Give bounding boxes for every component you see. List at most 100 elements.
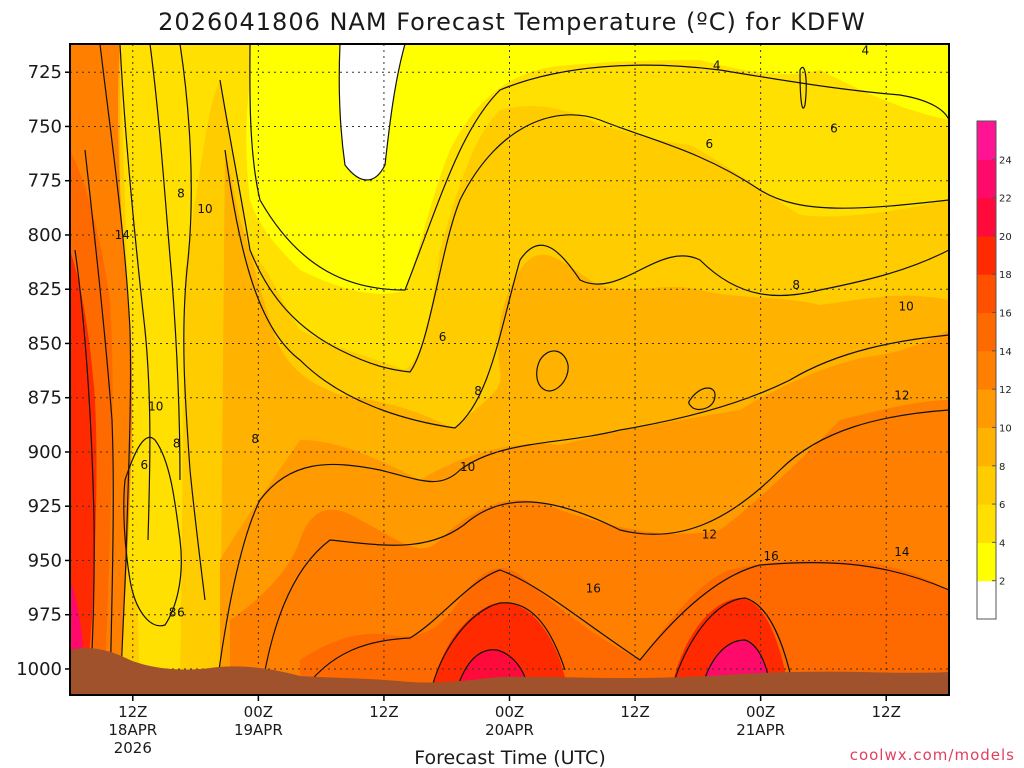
cold-tongue-6: [123, 437, 182, 626]
contour-label: 8: [177, 187, 185, 201]
x-tick-label: 12Z: [118, 703, 147, 721]
cold-pocket-below-2: [339, 44, 405, 180]
colorbar-label: 20: [999, 232, 1012, 243]
y-tick-label: 725: [28, 62, 62, 83]
y-tick-label: 975: [28, 605, 62, 626]
y-tick-label: 775: [28, 171, 62, 192]
contour-label: 6: [140, 458, 148, 472]
colorbar-label: 24: [999, 155, 1012, 166]
colorbar-label: 8: [999, 462, 1005, 473]
x-tick-label: 12Z: [620, 703, 649, 721]
contour-18: [74, 249, 773, 695]
contour-cold-2: [338, 44, 406, 181]
contour-label: 12: [702, 527, 717, 541]
chart-title: 2026041806 NAM Forecast Temperature (ºC)…: [158, 8, 866, 36]
colorbar-label: 16: [999, 309, 1012, 320]
x-tick-label: 12Z: [872, 703, 901, 721]
x-tick-label: 20APR: [485, 721, 534, 739]
colorbar-segment: [977, 427, 996, 467]
colorbar-label: 6: [999, 500, 1005, 511]
contour-6: [219, 79, 949, 373]
contour-label: 8: [792, 278, 800, 292]
contour-label: 8: [173, 436, 181, 450]
temp-band-4-6: [246, 44, 949, 294]
contour-label: 16: [763, 549, 778, 563]
contour-label: 12: [894, 389, 909, 403]
colorbar-label: 22: [999, 194, 1012, 205]
x-tick-label: 12Z: [369, 703, 398, 721]
x-tick-label: 2026: [114, 739, 152, 757]
colorbar-segment: [977, 465, 996, 505]
y-tick-label: 950: [28, 550, 62, 571]
contour-8: [179, 44, 949, 601]
colorbar-segment: [977, 504, 996, 543]
contour-label: 8: [251, 432, 259, 446]
y-tick-label: 1000: [16, 659, 62, 680]
contour-label: 4: [861, 44, 869, 58]
y-tick-label: 825: [28, 279, 62, 300]
colorbar-segment: [977, 197, 996, 237]
contour-12: [119, 44, 949, 695]
y-tick-label: 875: [28, 388, 62, 409]
warm-low-level-day1-16: [70, 250, 97, 695]
contour-label: 16: [586, 582, 601, 596]
x-tick-label: 00Z: [244, 703, 273, 721]
colorbar-label: 10: [999, 423, 1012, 434]
colorbar-label: 14: [999, 347, 1012, 358]
grid-lines: [70, 44, 949, 695]
contour-isolated-3: [799, 67, 807, 109]
contour-isolated-2: [688, 387, 716, 411]
y-tick-label: 750: [28, 116, 62, 137]
contour-cold-6: [123, 436, 182, 627]
contour-label: 8: [169, 606, 177, 620]
x-axis-label: Forecast Time (UTC): [414, 747, 605, 768]
contour-label: 6: [177, 606, 185, 620]
contour-4: [249, 44, 949, 291]
contour-label: 8: [474, 384, 482, 398]
contour-label: 6: [706, 137, 714, 151]
contour-10: [149, 44, 949, 695]
colorbar-segment: [977, 159, 996, 199]
colorbar-segment: [977, 580, 996, 620]
colorbar-segment: [977, 542, 996, 582]
x-tick-label: 00Z: [495, 703, 524, 721]
y-tick-label: 900: [28, 442, 62, 463]
y-axis: 725 750 775 800 825 850 875 900 925 950 975 1000: [16, 62, 70, 680]
colorbar-segment: [977, 312, 996, 352]
colorbar-segment: [977, 121, 996, 160]
colorbar-label: 4: [999, 538, 1005, 549]
colorbar-segment: [977, 350, 996, 390]
contour-isolated-1: [536, 350, 569, 392]
contour-label: 6: [439, 330, 447, 344]
contour-label: 4: [713, 59, 721, 73]
contour-label: 10: [898, 300, 913, 314]
colorbar-segment: [977, 389, 996, 428]
y-tick-label: 800: [28, 225, 62, 246]
colorbar-label: 2: [999, 577, 1005, 588]
credit-text: coolwx.com/models: [850, 746, 1015, 764]
contour-label: 14: [115, 228, 130, 242]
terrain: [70, 648, 949, 695]
x-tick-label: 00Z: [746, 703, 775, 721]
y-tick-label: 850: [28, 333, 62, 354]
terrain-fill: [70, 648, 949, 695]
contour-lines: [74, 44, 949, 695]
contour-label: 6: [830, 122, 838, 136]
x-tick-label: 21APR: [736, 721, 785, 739]
contour-14: [99, 44, 949, 695]
colorbar-segment: [977, 274, 996, 314]
y-tick-label: 925: [28, 496, 62, 517]
contour-label: 10: [148, 399, 163, 413]
colorbar-segment: [977, 235, 996, 275]
colorbar-frame: [976, 120, 997, 620]
x-tick-label: 18APR: [108, 721, 157, 739]
colorbar-label: 12: [999, 385, 1012, 396]
contour-label: 10: [197, 202, 212, 216]
colorbar-label: 18: [999, 270, 1012, 281]
x-tick-label: 19APR: [234, 721, 283, 739]
contour-label: 10: [460, 460, 475, 474]
